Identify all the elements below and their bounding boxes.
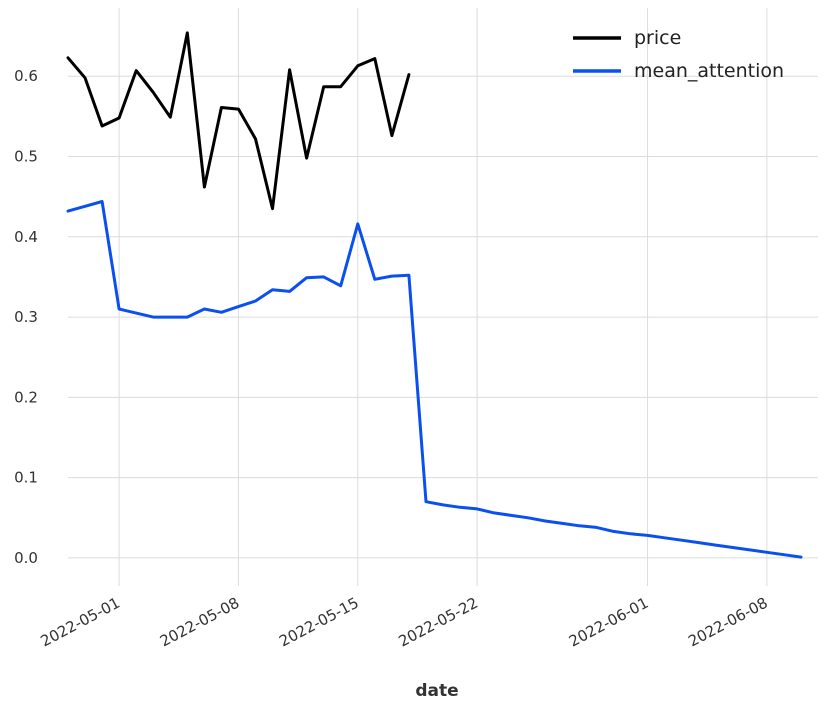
x-tick-label: 2022-05-01 xyxy=(38,594,123,651)
y-tick-label: 0.0 xyxy=(14,549,38,567)
y-tick-label: 0.3 xyxy=(14,308,38,326)
x-tick-label: 2022-05-08 xyxy=(157,594,242,651)
x-tick-labels: 2022-05-01 2022-05-08 2022-05-15 2022-05-22… xyxy=(38,594,771,651)
y-tick-labels: 0.0 0.1 0.2 0.3 0.4 0.5 0.6 xyxy=(14,67,38,567)
y-gridlines xyxy=(68,75,818,559)
legend-label-price: price xyxy=(634,27,681,49)
legend-label-mean-attention: mean_attention xyxy=(634,60,784,82)
y-tick-label: 0.4 xyxy=(14,228,38,246)
x-tick-label: 2022-06-08 xyxy=(685,594,770,651)
x-tick-label: 2022-05-22 xyxy=(396,594,481,651)
x-tick-label: 2022-05-15 xyxy=(276,594,361,651)
y-tick-label: 0.6 xyxy=(14,67,38,85)
x-axis-title: date xyxy=(415,681,458,701)
x-tick-label: 2022-06-01 xyxy=(566,594,651,651)
series-line-price xyxy=(66,31,411,211)
y-tick-label: 0.1 xyxy=(14,469,38,487)
series-line-mean-attention xyxy=(66,200,803,559)
x-gridlines xyxy=(118,8,768,586)
series-layer xyxy=(66,31,803,559)
legend: price mean_attention xyxy=(573,27,784,82)
y-tick-label: 0.5 xyxy=(14,148,38,166)
y-tick-label: 0.2 xyxy=(14,388,38,406)
